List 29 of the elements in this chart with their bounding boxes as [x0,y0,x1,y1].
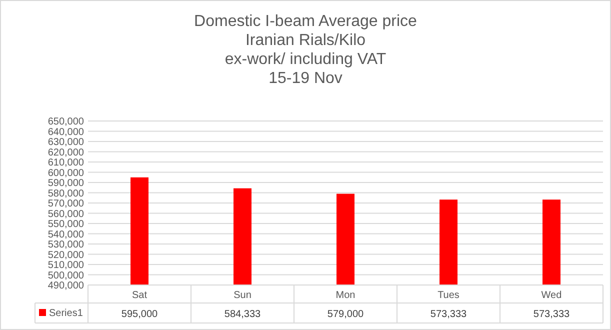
y-tick-label: 630,000 [48,137,84,148]
x-tick-label: Mon [336,290,356,301]
y-tick-label: 650,000 [48,116,84,128]
y-tick-label: 540,000 [48,229,84,240]
y-tick-label: 510,000 [48,260,84,271]
y-tick-label: 530,000 [48,240,84,250]
legend-label: Series1 [49,308,84,319]
data-label: 595,000 [121,309,158,320]
y-tick-label: 620,000 [48,147,84,158]
data-label: 584,333 [224,309,262,320]
data-label: 579,000 [327,309,364,320]
x-tick-label: Sun [234,290,252,301]
chart-title: Domestic I-beam Average price Iranian Rials/Kilo ex-work/ including VAT 15-19 Nov [194,13,418,87]
y-tick-label: 500,000 [48,270,84,282]
data-label: 573,333 [533,309,570,320]
y-tick-label: 580,000 [48,188,84,200]
y-tick-label: 560,000 [48,208,84,220]
y-tick-label: 520,000 [48,250,84,261]
y-tick-label: 570,000 [48,198,84,210]
y-tick-label: 600,000 [48,168,84,179]
y-tick-label: 590,000 [48,178,84,189]
x-tick-label: Sat [132,290,148,301]
x-tick-label: Wed [541,290,562,301]
data-label: 573,333 [430,309,468,320]
y-tick-label: 640,000 [48,126,84,138]
y-tick-label: 490,000 [48,280,84,292]
y-tick-label: 550,000 [48,219,84,230]
x-tick-label: Tues [438,290,460,301]
y-tick-label: 610,000 [48,158,84,168]
